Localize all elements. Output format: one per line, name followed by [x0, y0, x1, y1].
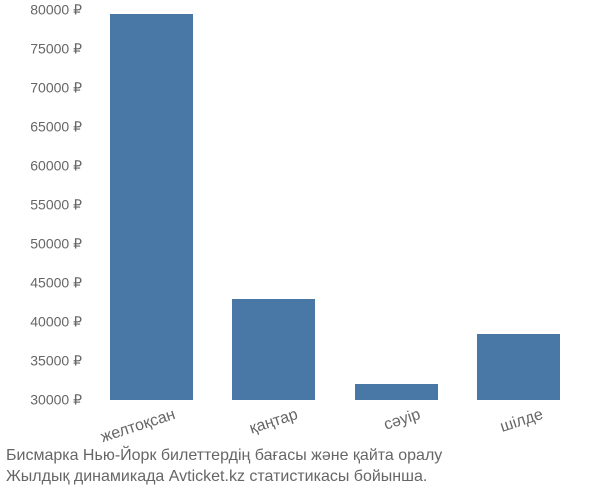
- y-tick-label: 35000 ₽: [30, 353, 90, 370]
- bar: [232, 299, 315, 400]
- bar: [355, 384, 438, 400]
- y-tick-label: 30000 ₽: [30, 392, 90, 409]
- y-tick-label: 80000 ₽: [30, 2, 90, 19]
- y-tick-label: 60000 ₽: [30, 158, 90, 175]
- y-tick-label: 45000 ₽: [30, 275, 90, 292]
- caption-line-1: Бисмарка Нью-Йорк билеттердің бағасы жән…: [6, 445, 592, 467]
- y-tick-label: 65000 ₽: [30, 119, 90, 136]
- caption-line-2: Жылдық динамикада Avticket.kz статистика…: [6, 466, 592, 488]
- x-tick-label: қаңтар: [247, 406, 300, 438]
- bar: [477, 334, 560, 400]
- plot-area: 30000 ₽35000 ₽40000 ₽45000 ₽50000 ₽55000…: [90, 10, 580, 400]
- price-chart: 30000 ₽ 35000 ₽ 40000 ₽ 45000 ₽ 50000 ₽ 55000…: [0, 0, 600, 500]
- chart-caption: Бисмарка Нью-Йорк билеттердің бағасы жән…: [0, 445, 600, 488]
- y-tick-label: 75000 ₽: [30, 41, 90, 58]
- x-tick-label: шілде: [498, 406, 545, 437]
- y-tick-label: 50000 ₽: [30, 236, 90, 253]
- x-tick-label: желтоқсан: [99, 406, 178, 447]
- bar: [110, 14, 193, 400]
- x-tick-label: сәуір: [382, 406, 423, 435]
- y-tick-label: 70000 ₽: [30, 80, 90, 97]
- y-tick-label: 40000 ₽: [30, 314, 90, 331]
- bars-layer: [90, 10, 580, 400]
- y-tick-label: 55000 ₽: [30, 197, 90, 214]
